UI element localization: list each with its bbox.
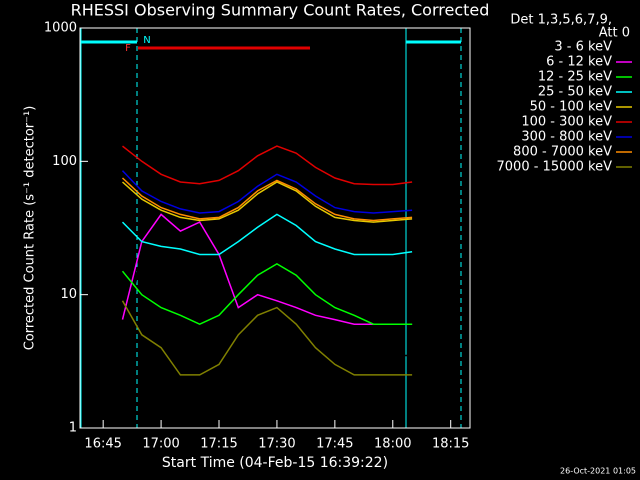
night-flag: N (143, 35, 150, 46)
x-tick-label: 18:15 (432, 437, 469, 452)
x-tick-label: 16:45 (84, 437, 121, 452)
legend-label: 7000 - 15000 keV (497, 160, 613, 175)
y-tick-label: 1000 (44, 21, 77, 36)
series-line (121, 216, 413, 376)
legend-label: 800 - 7000 keV (513, 145, 612, 160)
legend-header: Det 1,3,5,6,7,9, (510, 13, 612, 28)
x-tick-label: 17:30 (258, 437, 295, 452)
y-tick-label: 10 (60, 287, 77, 302)
series-line (121, 263, 413, 326)
series-line (121, 300, 413, 376)
legend-label: 3 - 6 keV (554, 40, 612, 55)
series-line (121, 213, 413, 325)
legend-label: 25 - 50 keV (538, 85, 612, 100)
legend-label: 50 - 100 keV (530, 100, 613, 115)
series-line (121, 170, 413, 214)
series-line (121, 213, 413, 256)
flag-bars (80, 28, 462, 428)
y-tick-label: 1 (69, 421, 77, 436)
legend-label: 300 - 800 keV (521, 130, 612, 145)
x-tick-label: 17:45 (316, 437, 353, 452)
flare-flag: F (125, 43, 131, 54)
x-tick-label: 18:00 (374, 437, 411, 452)
chart-title: RHESSI Observing Summary Count Rates, Co… (71, 1, 490, 20)
plot-frame (79, 27, 471, 429)
series-line (121, 177, 413, 222)
series-line (122, 181, 413, 223)
y-axis-label: Corrected Count Rate (s⁻¹ detector⁻¹) (23, 106, 38, 351)
x-tick-label: 17:15 (200, 437, 237, 452)
legend-label: 100 - 300 keV (521, 115, 612, 130)
series-line (122, 145, 413, 186)
x-tick-label: 17:00 (142, 437, 179, 452)
y-tick-label: 100 (52, 154, 77, 169)
footer: 26-Oct-2021 01:05 (560, 467, 636, 476)
x-axis-label: Start Time (04-Feb-15 16:39:22) (162, 455, 388, 471)
legend-label: 6 - 12 keV (546, 55, 612, 70)
legend-label: 12 - 25 keV (538, 70, 612, 85)
legend-header: Att 0 (599, 26, 630, 41)
